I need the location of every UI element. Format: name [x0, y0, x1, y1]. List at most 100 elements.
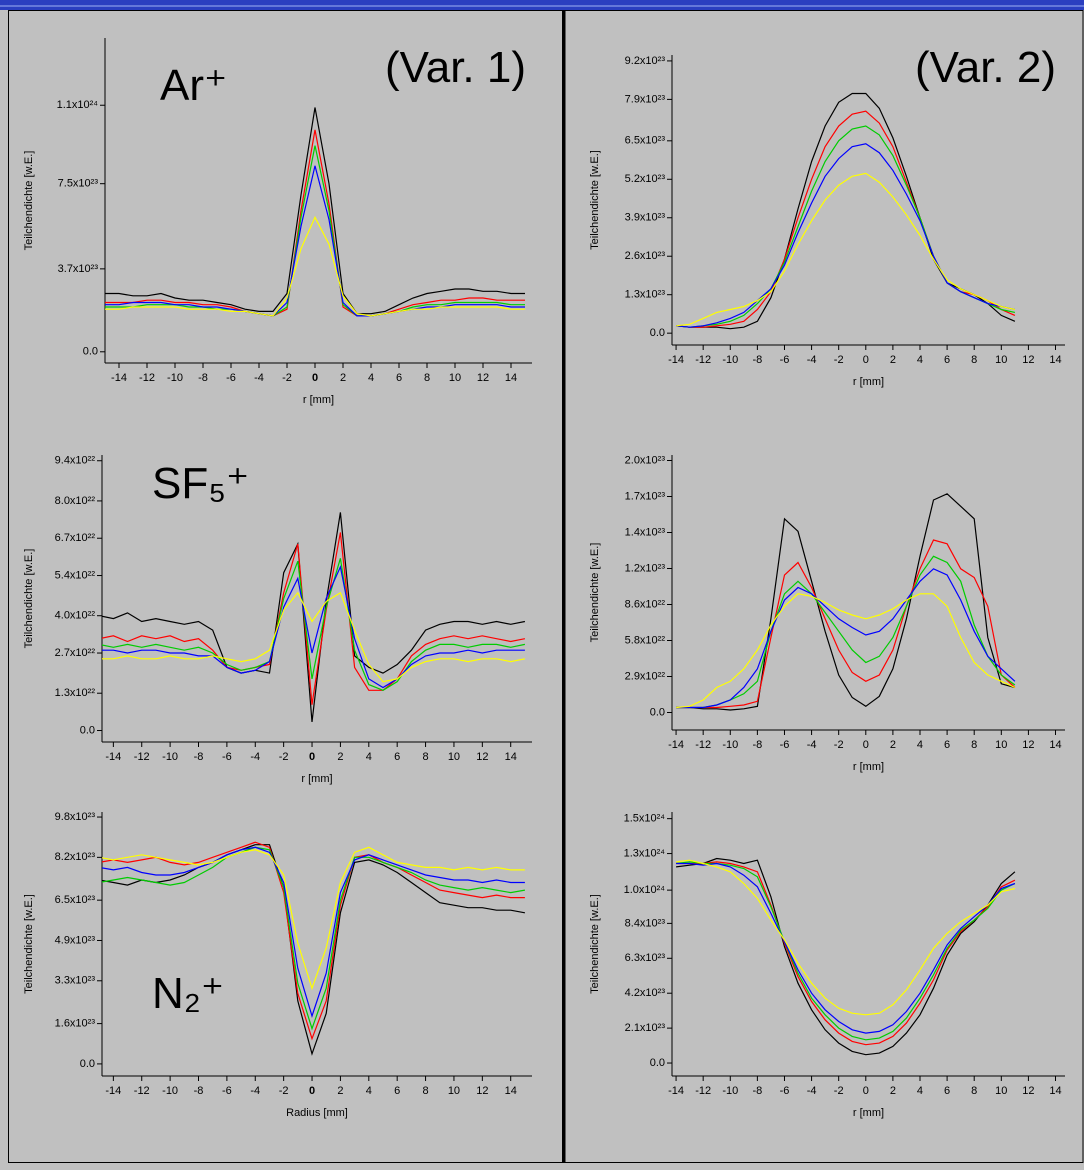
- x-tick-label: -14: [111, 372, 127, 384]
- y-axis-label: Teilchendichte [w.E.]: [23, 549, 35, 649]
- x-tick-label: -6: [780, 1085, 790, 1097]
- series-line: [676, 493, 1016, 711]
- x-tick-label: 2: [890, 1085, 896, 1097]
- annotation: N₂⁺: [152, 969, 224, 1018]
- x-tick-label: 12: [477, 372, 489, 384]
- series-line: [676, 172, 1016, 327]
- x-tick-label: -6: [222, 1085, 232, 1097]
- series-line: [105, 107, 525, 315]
- x-axis-label: r [mm]: [303, 394, 334, 406]
- x-tick-label: 6: [396, 372, 402, 384]
- y-tick-label: 5.8x10²²: [625, 634, 666, 646]
- series-line: [102, 532, 526, 705]
- x-tick-label: -4: [807, 1085, 817, 1097]
- y-tick-label: 4.9x10²³: [55, 934, 96, 946]
- x-tick-label: -2: [279, 751, 289, 763]
- x-tick-label: 8: [424, 372, 430, 384]
- x-tick-label: 6: [944, 739, 950, 751]
- x-tick-label: -2: [834, 1085, 844, 1097]
- y-tick-label: 6.7x10²²: [55, 532, 96, 544]
- x-tick-label: -4: [807, 739, 817, 751]
- y-tick-label: 8.0x10²²: [55, 495, 96, 507]
- y-tick-label: 2.1x10²³: [625, 1022, 666, 1034]
- x-tick-label: -8: [752, 1085, 762, 1097]
- x-tick-label: 12: [476, 751, 488, 763]
- y-tick-label: 9.4x10²²: [55, 455, 96, 467]
- y-tick-label: 9.2x10²³: [625, 55, 666, 67]
- x-axis-label: r [mm]: [301, 773, 332, 785]
- x-tick-label: 0: [312, 372, 318, 384]
- y-tick-label: 2.6x10²³: [625, 250, 666, 262]
- y-tick-label: 2.0x10²³: [625, 454, 666, 466]
- x-tick-label: 4: [366, 751, 372, 763]
- x-tick-label: -8: [752, 739, 762, 751]
- y-tick-label: 5.4x10²²: [55, 569, 96, 581]
- x-tick-label: -6: [222, 751, 232, 763]
- x-tick-label: 4: [917, 739, 923, 751]
- chart: 0.0 1.3x10²³ 2.6x10²³ 3.9x10²³ 5.2x10²³ 6.5x1…: [589, 43, 1065, 388]
- x-tick-label: -6: [226, 372, 236, 384]
- chart: 0.0 2.9x10²² 5.8x10²² 8.6x10²² 1.2x10²³ 1.4x1…: [589, 454, 1065, 773]
- x-tick-label: -4: [254, 372, 264, 384]
- y-tick-label: 2.7x10²²: [55, 647, 96, 659]
- x-tick-label: 4: [366, 1085, 372, 1097]
- y-tick-label: 1.1x10²⁴: [57, 99, 99, 111]
- series-line: [676, 568, 1016, 709]
- y-axis-label: Teilchendichte [w.E.]: [589, 150, 601, 250]
- annotation: (Var. 1): [385, 43, 526, 92]
- x-tick-label: 10: [995, 354, 1007, 366]
- y-tick-label: 5.2x10²³: [625, 173, 666, 185]
- x-tick-label: -12: [695, 354, 711, 366]
- series-line: [102, 846, 525, 991]
- x-tick-label: 6: [944, 354, 950, 366]
- x-tick-label: 14: [1049, 1085, 1061, 1097]
- x-axis-label: r [mm]: [853, 376, 884, 388]
- series-line: [676, 861, 1016, 1046]
- x-tick-label: 2: [337, 1085, 343, 1097]
- x-tick-label: -12: [134, 751, 150, 763]
- x-tick-label: 6: [394, 1085, 400, 1097]
- y-axis-label: Teilchendichte [w.E.]: [589, 894, 601, 994]
- x-tick-label: -10: [162, 1085, 178, 1097]
- x-tick-label: 10: [449, 372, 461, 384]
- x-tick-label: -2: [282, 372, 292, 384]
- y-tick-label: 0.0: [650, 1057, 665, 1069]
- series-line: [676, 857, 1016, 1056]
- y-tick-label: 4.2x10²³: [625, 987, 666, 999]
- x-tick-label: 0: [863, 1085, 869, 1097]
- top-bar: [0, 0, 1084, 10]
- y-tick-label: 0.0: [83, 346, 98, 358]
- y-axis-label: Teilchendichte [w.E.]: [23, 894, 35, 994]
- x-tick-label: 0: [863, 354, 869, 366]
- y-tick-label: 9.8x10²³: [55, 811, 96, 823]
- x-tick-label: -8: [752, 354, 762, 366]
- y-tick-label: 1.3x10²³: [625, 289, 666, 301]
- series-line: [676, 862, 1016, 1034]
- y-tick-label: 6.5x10²³: [625, 135, 666, 147]
- x-tick-label: -2: [279, 1085, 289, 1097]
- y-tick-label: 3.3x10²³: [55, 975, 96, 987]
- x-tick-label: -2: [834, 739, 844, 751]
- x-tick-label: 4: [917, 354, 923, 366]
- series-line: [102, 846, 526, 1031]
- y-tick-label: 4.0x10²²: [55, 610, 96, 622]
- x-axis-label: r [mm]: [853, 761, 884, 773]
- series-line: [676, 555, 1016, 709]
- x-tick-label: 10: [995, 1085, 1007, 1097]
- series-line: [102, 846, 525, 1019]
- x-tick-label: -12: [134, 1085, 150, 1097]
- x-tick-label: 6: [394, 751, 400, 763]
- x-tick-label: 6: [944, 1085, 950, 1097]
- chart: 0.0 1.6x10²³ 3.3x10²³ 4.9x10²³ 6.5x10²³ 8.2x1…: [23, 811, 532, 1119]
- series-line: [102, 844, 526, 1056]
- x-tick-label: 4: [368, 372, 374, 384]
- x-tick-label: -4: [250, 1085, 260, 1097]
- x-tick-label: 14: [505, 751, 517, 763]
- x-tick-label: 10: [448, 1085, 460, 1097]
- x-tick-label: -12: [695, 739, 711, 751]
- y-tick-label: 1.5x10²⁴: [624, 813, 666, 825]
- series-line: [676, 143, 1016, 328]
- x-tick-label: 2: [890, 354, 896, 366]
